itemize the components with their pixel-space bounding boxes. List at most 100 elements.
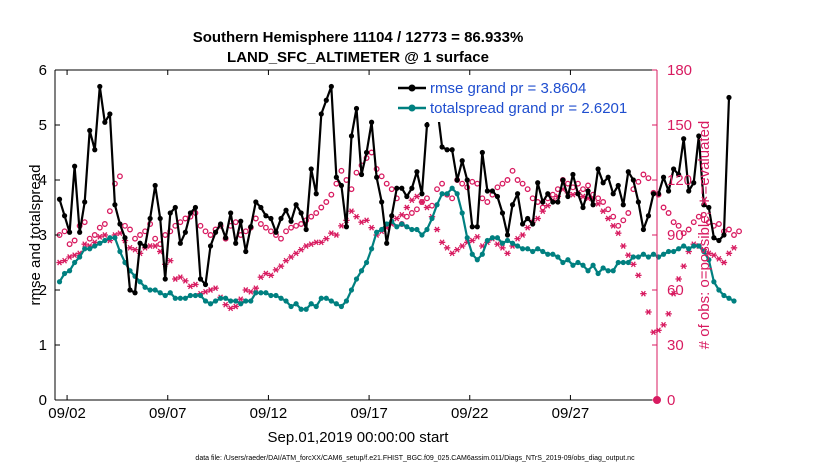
evaluated-obs-marker <box>534 215 541 222</box>
rmse-point <box>228 210 234 216</box>
possible-obs-marker <box>539 204 546 211</box>
totalspread-point <box>570 262 576 268</box>
evaluated-obs-marker <box>625 252 632 259</box>
totalspread-point <box>308 301 314 307</box>
evaluated-obs-marker <box>182 277 189 284</box>
evaluated-obs-marker <box>604 215 612 222</box>
evaluated-obs-marker <box>192 281 199 288</box>
totalspread-point <box>177 295 183 301</box>
possible-obs-marker <box>413 206 420 213</box>
totalspread-point <box>233 298 239 304</box>
totalspread-point <box>202 298 209 304</box>
rmse-point <box>353 105 360 112</box>
rmse-point <box>122 235 128 241</box>
rmse-point <box>207 243 214 249</box>
rmse-point <box>268 215 274 222</box>
evaluated-obs-stroke <box>610 222 616 229</box>
totalspread-point <box>635 254 641 260</box>
totalspread-point <box>107 235 113 241</box>
evaluated-obs-marker <box>172 276 179 282</box>
totalspread-point <box>630 254 636 260</box>
totalspread-point <box>338 303 345 310</box>
possible-obs-marker <box>323 199 330 205</box>
evaluated-obs-marker <box>670 290 677 297</box>
possible-obs-marker <box>132 235 138 242</box>
totalspread-point <box>434 202 440 208</box>
totalspread-point <box>263 290 269 296</box>
evaluated-obs-stroke <box>298 246 304 253</box>
y-left-tick-label: 5 <box>39 117 47 134</box>
evaluated-obs-marker <box>660 321 667 328</box>
evaluated-obs-stroke <box>404 204 410 211</box>
plot-area <box>55 70 657 400</box>
evaluated-obs-marker <box>645 309 652 315</box>
evaluated-obs-marker <box>544 202 551 209</box>
totalspread-point <box>157 290 163 296</box>
rmse-point <box>525 215 531 222</box>
evaluated-obs-stroke <box>167 257 173 264</box>
chart-subtitle: LAND_SFC_ALTIMETER @ 1 surface <box>227 49 489 66</box>
evaluated-obs-marker <box>433 226 441 233</box>
rmse-point <box>509 202 516 208</box>
rmse-point <box>459 158 465 164</box>
rmse-point <box>575 191 581 197</box>
totalspread-point <box>509 240 516 246</box>
possible-obs-marker <box>207 232 214 238</box>
axis-ticks: 09/02 09/07 09/12 09/17 09/22 09/270123456030… <box>39 62 692 422</box>
rmse-point <box>218 221 224 227</box>
rmse-point <box>565 193 571 200</box>
y-left-tick-label: 4 <box>39 172 47 189</box>
rmse-point <box>686 188 692 194</box>
totalspread-point <box>369 246 375 252</box>
evaluated-obs-marker <box>620 243 627 249</box>
possible-obs-marker <box>690 219 697 226</box>
rmse-point <box>66 229 73 235</box>
evaluated-obs-stroke <box>82 241 88 248</box>
rmse-point <box>726 94 732 101</box>
rmse-point <box>288 218 294 224</box>
evaluated-obs-marker <box>358 219 365 226</box>
rmse-point <box>72 163 78 169</box>
possible-obs-marker <box>610 213 617 220</box>
rmse-point <box>696 133 702 139</box>
evaluated-obs-stroke <box>706 250 712 257</box>
totalspread-point <box>187 292 193 299</box>
totalspread-point <box>112 235 118 241</box>
y-left-tick-label: 0 <box>39 392 47 409</box>
rmse-point <box>595 166 601 172</box>
totalspread-point <box>298 306 304 312</box>
rmse-point <box>132 290 138 296</box>
rmse-point <box>514 191 521 197</box>
possible-obs-marker <box>620 217 627 224</box>
totalspread-point <box>77 254 83 260</box>
possible-obs-marker <box>715 221 722 227</box>
evaluated-obs-stroke <box>328 230 334 237</box>
rmse-point <box>278 215 284 222</box>
legend-rmse-marker <box>408 84 416 92</box>
possible-obs-marker <box>318 204 325 211</box>
rmse-point <box>92 147 98 153</box>
totalspread-point <box>283 298 289 304</box>
totalspread-point <box>545 251 551 257</box>
totalspread-point <box>731 298 737 304</box>
totalspread-point <box>560 259 566 266</box>
evaluated-obs-stroke <box>354 213 359 220</box>
evaluated-obs-marker <box>680 263 687 270</box>
rmse-point <box>343 224 350 230</box>
rmse-point <box>615 182 621 189</box>
evaluated-obs-stroke <box>399 211 405 218</box>
evaluated-obs-marker <box>453 246 461 253</box>
evaluated-obs-stroke <box>681 263 687 270</box>
evaluated-obs-marker <box>403 204 411 211</box>
rmse-point <box>102 119 108 125</box>
y-right-tick-label: 30 <box>667 337 684 354</box>
evaluated-obs-stroke <box>620 243 626 249</box>
evaluated-obs-stroke <box>288 254 294 260</box>
evaluated-obs-marker <box>207 287 214 293</box>
totalspread-point <box>414 226 420 233</box>
evaluated-obs-marker <box>247 288 255 295</box>
totalspread-point <box>550 251 556 257</box>
rmse-point <box>479 149 485 156</box>
evaluated-obs-stroke <box>177 274 183 281</box>
